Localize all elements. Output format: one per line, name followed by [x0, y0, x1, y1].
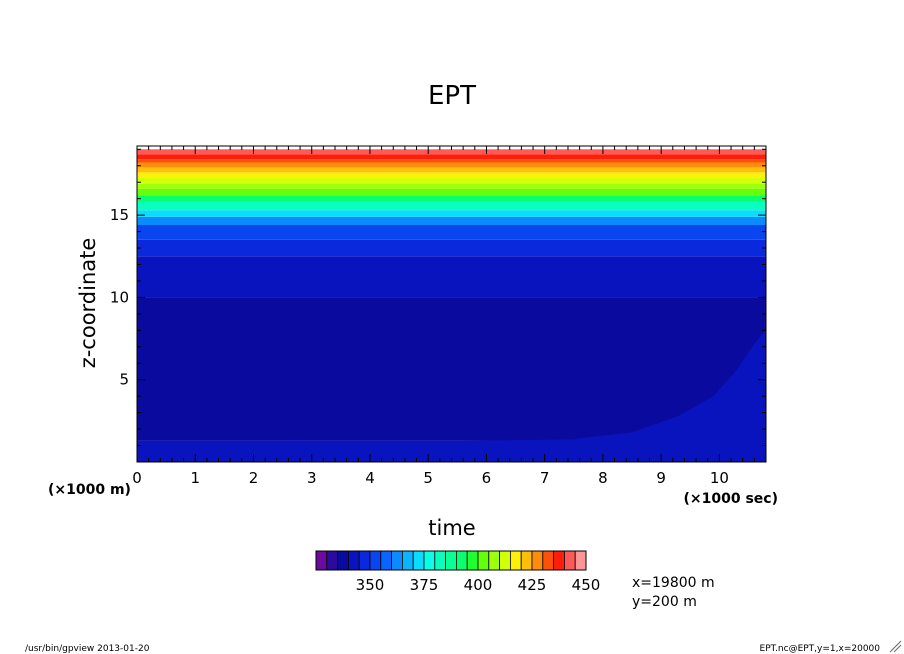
late-plume-region [573, 330, 766, 462]
colorbar-swatch [564, 550, 576, 571]
y-axis-label: z-coordinate [76, 238, 100, 369]
footer-command: /usr/bin/gpview 2013-01-20 [25, 644, 150, 654]
colorbar-swatch [466, 550, 479, 571]
contour-band-13 [137, 172, 766, 178]
x-tick-label: 3 [307, 469, 317, 487]
contour-band-5 [137, 225, 766, 240]
contour-band-14 [137, 167, 766, 173]
colorbar-swatch [553, 550, 565, 571]
contour-band-9 [137, 195, 766, 202]
colorbar-swatch [326, 550, 338, 571]
colorbar-swatch [412, 550, 425, 571]
colorbar: 350 375 400 425 450 [315, 550, 601, 594]
colorbar-swatch [445, 550, 457, 571]
contour-band-4 [137, 239, 766, 257]
contour-band-6 [137, 216, 766, 225]
colorbar-swatch [369, 550, 382, 571]
colorbar-swatch [509, 550, 522, 571]
colorbar-tick-label: 400 [464, 576, 493, 594]
colorbar-swatch [488, 550, 500, 571]
x-tick-label: 9 [656, 469, 666, 487]
chart-title: EPT [428, 81, 476, 111]
contour-band-17 [137, 154, 766, 160]
x-tick-label: 4 [365, 469, 375, 487]
colorbar-swatch [347, 550, 360, 571]
colorbar-swatch [391, 550, 403, 571]
y-tick-label: 10 [110, 288, 129, 306]
colorbar-swatch [358, 550, 371, 571]
axes: 0 1 2 3 4 5 6 7 8 9 10 5 10 15 [110, 145, 767, 487]
colorbar-tick-label: 450 [572, 576, 601, 594]
x-tick-label: 5 [423, 469, 433, 487]
x-tick-label: 8 [598, 469, 608, 487]
colorbar-swatch [337, 550, 349, 571]
contour-band-18 [137, 149, 766, 155]
contour-band-7 [137, 210, 766, 217]
contour-band-15 [137, 162, 766, 168]
plot-area [137, 146, 766, 462]
x-tick-label: 6 [482, 469, 492, 487]
colorbar-swatch [423, 550, 436, 571]
colorbar-tick-label: 425 [518, 576, 547, 594]
contour-band-10 [137, 188, 766, 196]
colorbar-tick-label: 375 [410, 576, 439, 594]
colorbar-swatch [380, 550, 392, 571]
x-tick-label: 10 [710, 469, 729, 487]
colorbar-swatch [315, 550, 328, 571]
colorbar-swatch [574, 550, 587, 571]
contour-band-8 [137, 201, 766, 211]
colorbar-swatch [455, 550, 468, 571]
contour-band-2 [137, 297, 766, 441]
x-tick-label: 7 [540, 469, 550, 487]
contour-band-11 [137, 183, 766, 189]
position-x-note: x=19800 m [632, 575, 715, 591]
colorbar-swatch [434, 550, 446, 571]
x-tick-label: 1 [190, 469, 200, 487]
y-tick-label: 15 [110, 206, 129, 224]
footer-source: EPT.nc@EPT,y=1,x=20000 [760, 644, 881, 654]
x-tick-label: 2 [249, 469, 259, 487]
colorbar-tick-label: 350 [356, 576, 385, 594]
x-tick-label: 0 [132, 469, 142, 487]
position-y-note: y=200 m [632, 594, 697, 610]
x-axis-unit: (×1000 sec) [684, 491, 779, 507]
colorbar-frame [315, 550, 587, 571]
colorbar-swatch [531, 550, 544, 571]
colorbar-swatch [520, 550, 533, 571]
resize-grip-icon[interactable] [889, 640, 902, 653]
colorbar-swatch [499, 550, 511, 571]
contour-band-16 [137, 159, 766, 163]
colorbar-swatch [477, 550, 490, 571]
y-tick-label: 5 [119, 371, 129, 389]
colorbar-swatch [401, 550, 414, 571]
contour-band-3 [137, 256, 766, 298]
colorbar-swatch [542, 550, 554, 571]
contour-band-12 [137, 177, 766, 184]
y-axis-unit: (×1000 m) [48, 482, 131, 498]
x-axis-label: time [428, 516, 475, 540]
